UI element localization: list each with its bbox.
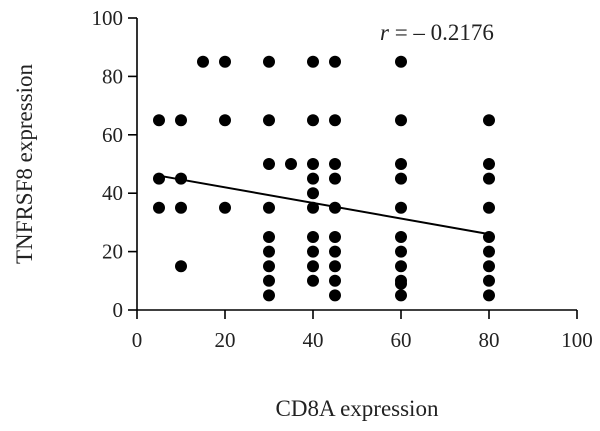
axes: 0 20 40 60 80 100 0 20 40 60 80 100 bbox=[92, 6, 593, 352]
data-point bbox=[307, 260, 319, 273]
data-point bbox=[307, 274, 319, 287]
data-point bbox=[395, 158, 407, 170]
data-point bbox=[483, 201, 495, 214]
data-point bbox=[175, 201, 187, 214]
y-tick-label: 60 bbox=[102, 123, 123, 147]
y-tick-label: 80 bbox=[102, 64, 123, 88]
data-point bbox=[307, 55, 319, 68]
data-point bbox=[175, 172, 187, 185]
data-point bbox=[197, 55, 209, 68]
data-point bbox=[395, 231, 407, 243]
y-tick-label: 100 bbox=[92, 6, 124, 30]
data-point bbox=[329, 260, 341, 273]
x-axis-title: CD8A expression bbox=[276, 396, 439, 421]
data-point bbox=[483, 245, 495, 258]
data-point bbox=[395, 289, 407, 302]
data-point bbox=[395, 277, 407, 290]
data-point bbox=[395, 172, 407, 185]
data-point bbox=[483, 289, 495, 302]
data-point bbox=[285, 158, 297, 170]
data-point bbox=[153, 201, 165, 214]
data-point bbox=[307, 172, 319, 185]
points-layer bbox=[153, 55, 495, 302]
data-point bbox=[263, 114, 275, 127]
y-tick-label: 40 bbox=[102, 181, 123, 205]
data-point bbox=[483, 231, 495, 243]
x-tick-label: 100 bbox=[561, 328, 593, 352]
x-tick-label: 0 bbox=[132, 328, 143, 352]
data-point bbox=[329, 201, 341, 214]
data-point bbox=[175, 260, 187, 273]
data-point bbox=[219, 55, 231, 68]
data-point bbox=[483, 172, 495, 185]
y-tick-label: 20 bbox=[102, 240, 123, 264]
data-point bbox=[219, 201, 231, 214]
data-point bbox=[329, 245, 341, 258]
correlation-value: = – 0.2176 bbox=[389, 20, 494, 45]
correlation-annotation: r = – 0.2176 bbox=[380, 20, 494, 45]
data-point bbox=[329, 274, 341, 287]
data-point bbox=[329, 114, 341, 127]
correlation-symbol: r bbox=[380, 20, 390, 45]
data-point bbox=[483, 158, 495, 170]
data-point bbox=[395, 245, 407, 258]
data-point bbox=[329, 289, 341, 302]
x-tick-label: 80 bbox=[479, 328, 500, 352]
data-point bbox=[329, 55, 341, 68]
data-point bbox=[395, 114, 407, 127]
trend-line-layer bbox=[158, 174, 490, 236]
y-tick-label: 0 bbox=[113, 298, 124, 322]
data-point bbox=[263, 231, 275, 243]
data-point bbox=[329, 231, 341, 243]
data-point bbox=[175, 114, 187, 127]
data-point bbox=[219, 114, 231, 127]
data-point bbox=[395, 260, 407, 273]
data-point bbox=[395, 55, 407, 68]
data-point bbox=[153, 172, 165, 185]
data-point bbox=[329, 158, 341, 170]
x-tick-label: 20 bbox=[215, 328, 236, 352]
data-point bbox=[307, 201, 319, 214]
data-point bbox=[263, 289, 275, 302]
data-point bbox=[483, 260, 495, 273]
data-point bbox=[263, 245, 275, 258]
x-tick-label: 40 bbox=[303, 328, 324, 352]
data-point bbox=[483, 114, 495, 127]
data-point bbox=[307, 158, 319, 170]
data-point bbox=[307, 245, 319, 258]
data-point bbox=[263, 274, 275, 287]
data-point bbox=[307, 187, 319, 200]
x-tick-label: 60 bbox=[391, 328, 412, 352]
data-point bbox=[263, 55, 275, 68]
data-point bbox=[329, 172, 341, 185]
data-point bbox=[395, 201, 407, 214]
regression-line bbox=[158, 174, 490, 236]
data-point bbox=[483, 274, 495, 287]
data-point bbox=[153, 114, 165, 127]
data-point bbox=[263, 201, 275, 214]
data-point bbox=[263, 158, 275, 170]
data-point bbox=[307, 114, 319, 127]
data-point bbox=[263, 260, 275, 273]
y-axis-title: TNFRSF8 expression bbox=[12, 64, 37, 264]
data-point bbox=[307, 231, 319, 243]
